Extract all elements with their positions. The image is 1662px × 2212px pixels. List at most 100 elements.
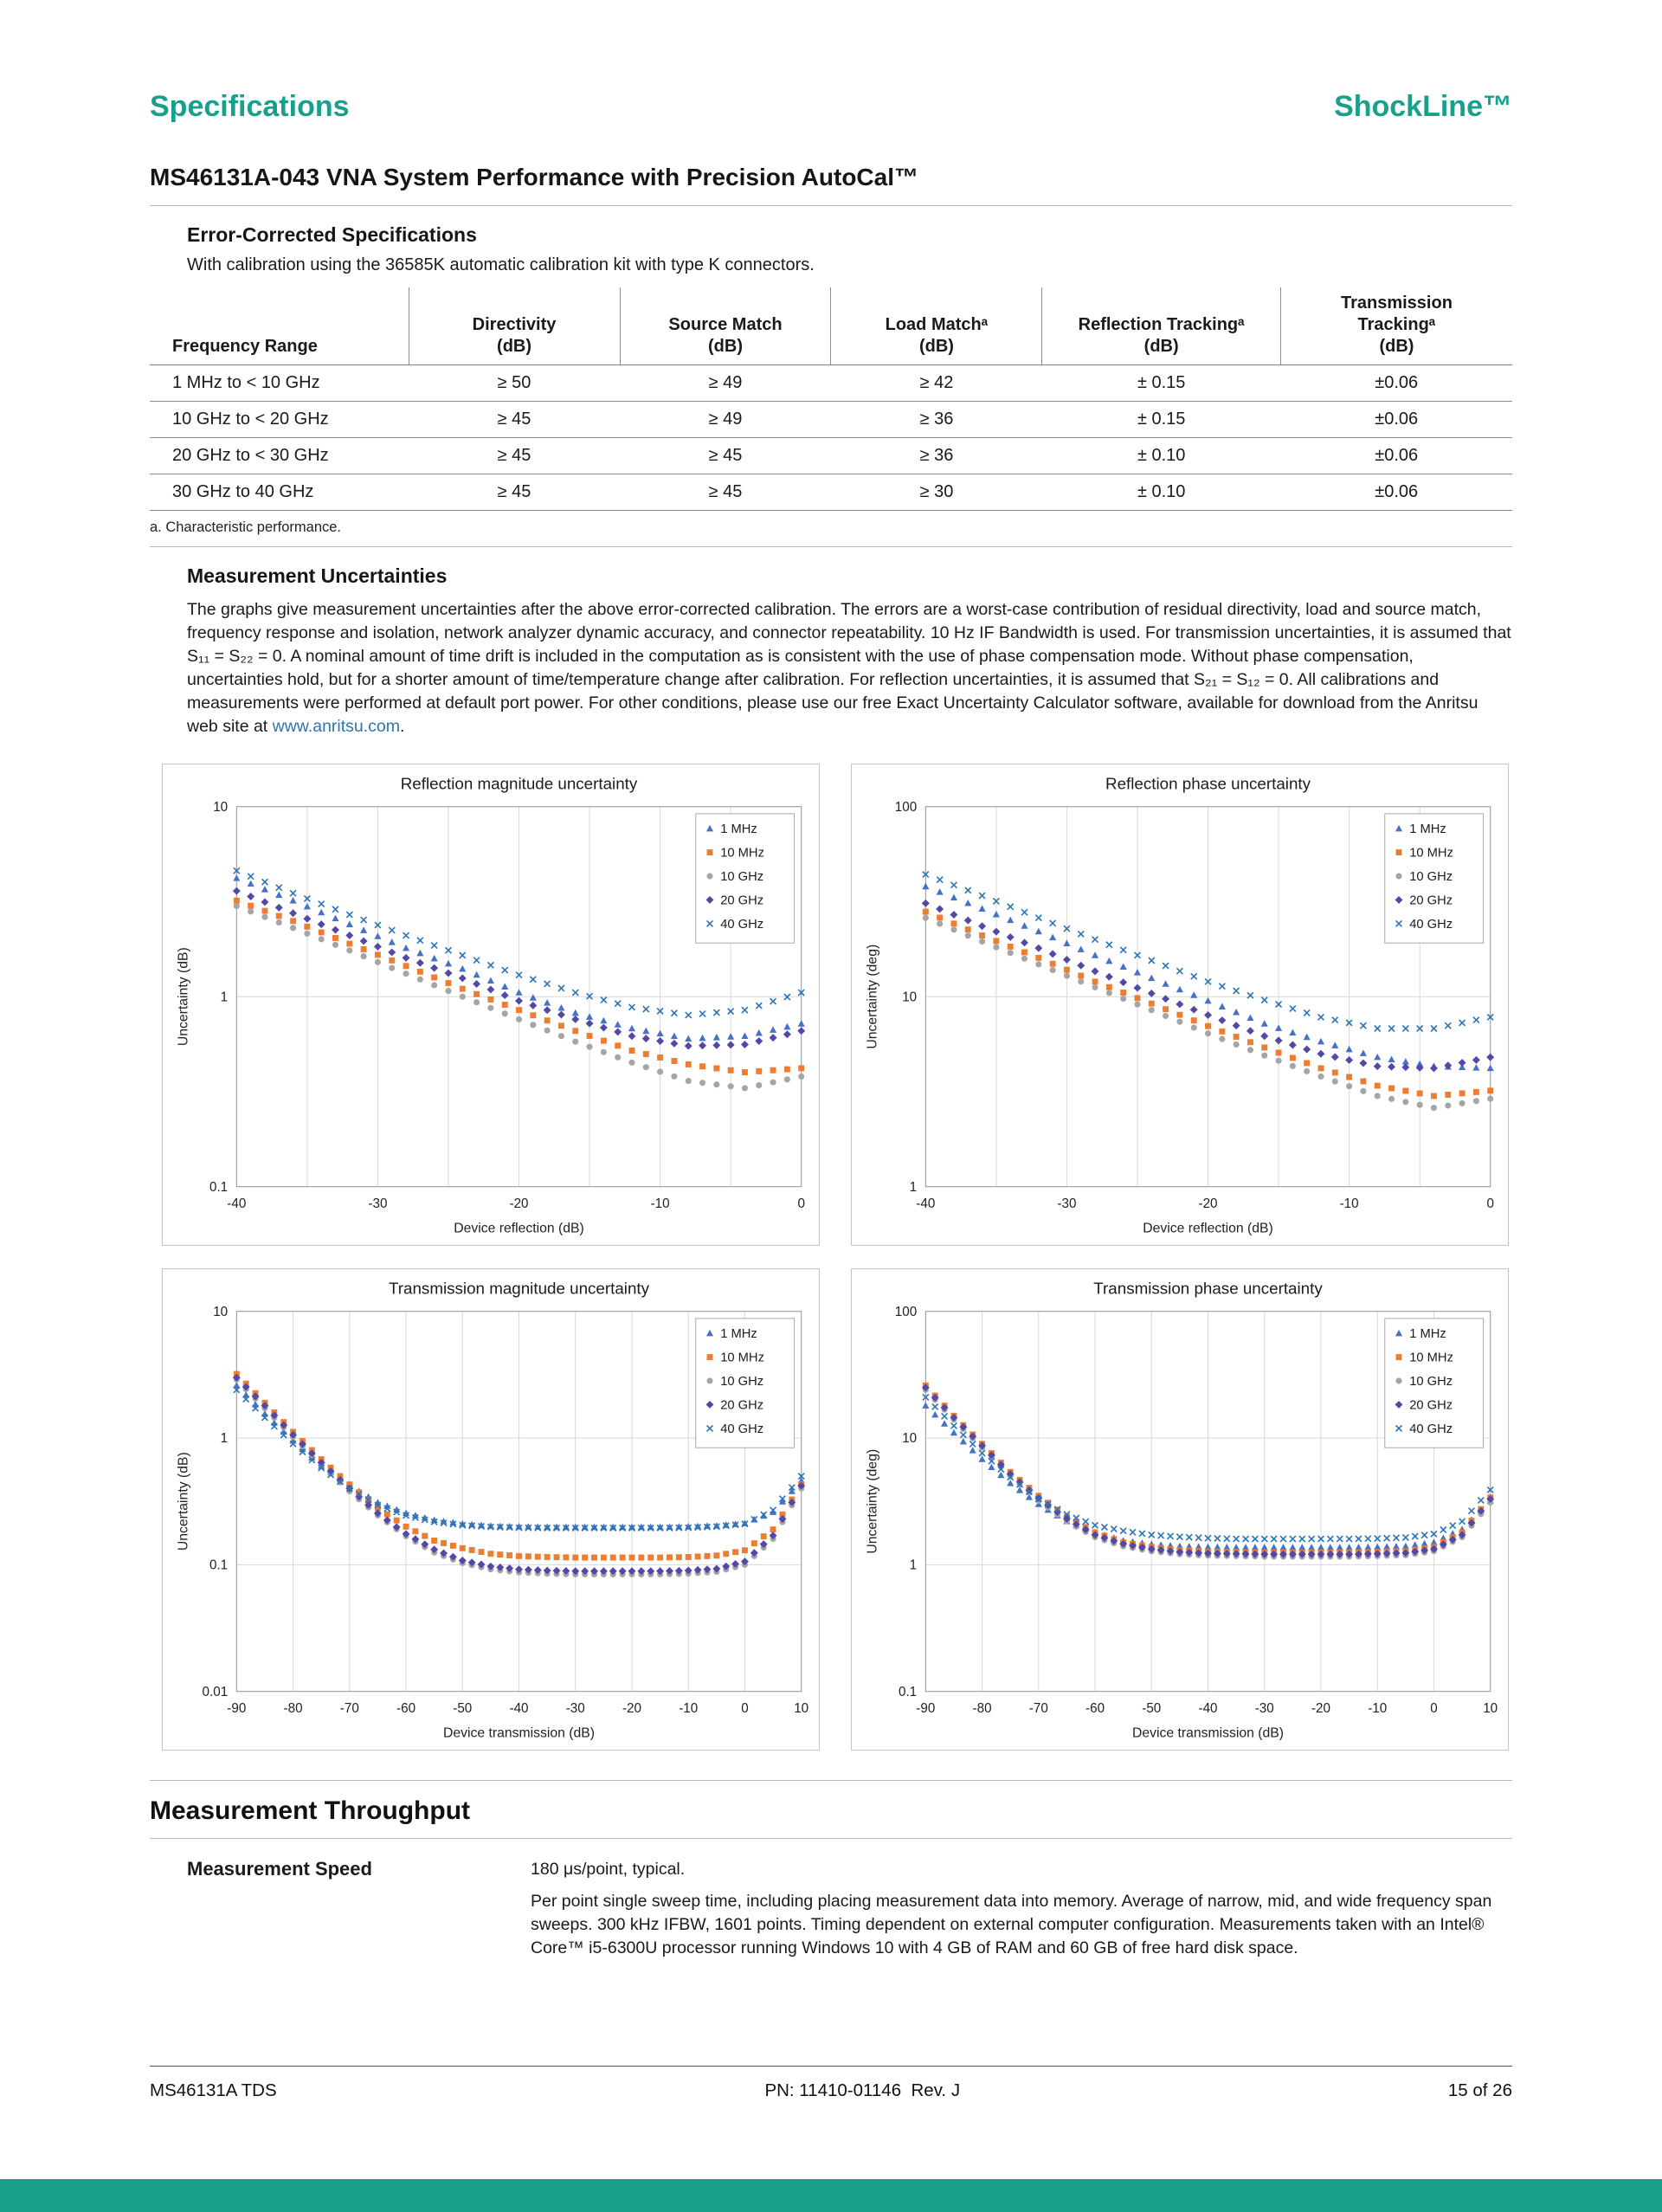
chart-transmission-phase-uncertainty: Transmission phase uncertainty -90 -80 -70 -… <box>851 1268 1509 1751</box>
divider <box>150 1837 1512 1839</box>
table-cell: ≥ 36 <box>830 401 1042 438</box>
svg-text:1: 1 <box>221 1431 228 1446</box>
svg-text:10 GHz: 10 GHz <box>1409 871 1453 885</box>
svg-text:1 MHz: 1 MHz <box>720 823 757 837</box>
svg-text:Uncertainty (dB): Uncertainty (dB) <box>176 948 190 1047</box>
svg-text:0.1: 0.1 <box>899 1685 917 1699</box>
svg-text:20 GHz: 20 GHz <box>720 894 763 908</box>
section-heading-measurement-uncertainties: Measurement Uncertainties <box>187 564 448 587</box>
chart-transmission-magnitude-uncertainty: Transmission magnitude uncertainty -90 -80… <box>162 1268 820 1751</box>
document-header: Specifications ShockLine™ <box>150 0 1512 124</box>
table-cell: 10 GHz to < 20 GHz <box>150 401 409 438</box>
chart-reflection-phase-uncertainty: Reflection phase uncertainty -40 -30 -20 -10… <box>851 764 1509 1247</box>
table-cell: ± 0.10 <box>1041 474 1281 511</box>
svg-text:Uncertainty (deg): Uncertainty (deg) <box>865 945 879 1049</box>
svg-text:0.1: 0.1 <box>209 1180 228 1195</box>
divider <box>150 546 1512 547</box>
svg-text:Transmission magnitude uncerta: Transmission magnitude uncertainty <box>389 1280 650 1298</box>
svg-text:0.01: 0.01 <box>203 1685 229 1699</box>
section-heading-error-corrected: Error-Corrected Specifications <box>187 223 477 246</box>
svg-text:10: 10 <box>1483 1701 1498 1716</box>
table-cell: ≥ 49 <box>620 364 831 402</box>
anritsu-website-link[interactable]: www.anritsu.com <box>272 716 401 736</box>
svg-text:40 GHz: 40 GHz <box>1409 1422 1453 1436</box>
svg-text:0: 0 <box>1430 1701 1437 1716</box>
svg-text:-20: -20 <box>1199 1197 1218 1212</box>
svg-text:0: 0 <box>741 1701 748 1716</box>
svg-text:-40: -40 <box>510 1701 529 1716</box>
svg-text:-50: -50 <box>453 1701 472 1716</box>
svg-text:40 GHz: 40 GHz <box>720 918 763 932</box>
svg-text:-40: -40 <box>227 1197 246 1212</box>
footer-accent-bar <box>0 2179 1662 2212</box>
svg-text:Device reflection (dB): Device reflection (dB) <box>454 1222 584 1236</box>
svg-text:-10: -10 <box>679 1701 698 1716</box>
svg-text:Device transmission (dB): Device transmission (dB) <box>443 1726 595 1741</box>
table-cell: ≥ 30 <box>830 474 1042 511</box>
svg-text:-20: -20 <box>1311 1701 1330 1716</box>
svg-text:10: 10 <box>794 1701 808 1716</box>
svg-text:-10: -10 <box>1340 1197 1359 1212</box>
svg-text:10: 10 <box>213 800 228 815</box>
svg-text:Device transmission (dB): Device transmission (dB) <box>1132 1726 1284 1741</box>
svg-text:-30: -30 <box>1057 1197 1076 1212</box>
svg-text:10 MHz: 10 MHz <box>720 847 764 861</box>
table-cell: ≥ 49 <box>620 401 831 438</box>
chart-reflection-magnitude-uncertainty: Reflection magnitude uncertainty -40 -30 -2… <box>162 764 820 1247</box>
table-cell: 1 MHz to < 10 GHz <box>150 364 409 402</box>
table-cell: 20 GHz to < 30 GHz <box>150 437 409 474</box>
table-cell: ± 0.15 <box>1041 364 1281 402</box>
table-cell: ±0.06 <box>1280 474 1512 511</box>
svg-text:-90: -90 <box>916 1701 935 1716</box>
column-header-directivity: Directivity (dB) <box>408 287 621 365</box>
svg-text:10 MHz: 10 MHz <box>1409 1351 1453 1365</box>
paragraph-text: The graphs give measurement uncertaintie… <box>187 600 1511 736</box>
svg-text:-60: -60 <box>1085 1701 1105 1716</box>
table-row: 1 MHz to < 10 GHz ≥ 50 ≥ 49 ≥ 42 ± 0.15 … <box>150 364 1512 402</box>
svg-text:-80: -80 <box>973 1701 992 1716</box>
svg-text:-10: -10 <box>651 1197 670 1212</box>
column-header-load-match: Load Matchᵃ (dB) <box>830 287 1042 365</box>
table-row: 20 GHz to < 30 GHz ≥ 45 ≥ 45 ≥ 36 ± 0.10… <box>150 437 1512 474</box>
table-cell: ≥ 42 <box>830 364 1042 402</box>
svg-text:-90: -90 <box>227 1701 246 1716</box>
chart-svg: Transmission magnitude uncertainty -90 -80… <box>176 1280 808 1741</box>
measurement-speed-note: Per point single sweep time, including p… <box>531 1891 1492 1957</box>
table-row: 10 GHz to < 20 GHz ≥ 45 ≥ 49 ≥ 36 ± 0.15… <box>150 401 1512 438</box>
svg-text:Transmission phase uncertainty: Transmission phase uncertainty <box>1093 1280 1323 1298</box>
svg-text:-30: -30 <box>566 1701 585 1716</box>
error-corrected-table: Frequency Range Directivity (dB) Source … <box>150 287 1512 511</box>
svg-text:10: 10 <box>213 1305 228 1319</box>
svg-text:0: 0 <box>797 1197 804 1212</box>
svg-text:-70: -70 <box>340 1701 359 1716</box>
svg-text:40 GHz: 40 GHz <box>720 1422 763 1436</box>
table-cell: ± 0.15 <box>1041 401 1281 438</box>
table-cell: ≥ 50 <box>409 364 621 402</box>
measurement-speed-value: 180 μs/point, typical. <box>531 1859 686 1879</box>
footer-doc-name: MS46131A TDS <box>150 2080 277 2100</box>
svg-text:10 GHz: 10 GHz <box>1409 1375 1453 1389</box>
column-header-transmission-tracking: Transmission Trackingᵃ (dB) <box>1279 287 1512 365</box>
chart-svg: Reflection magnitude uncertainty -40 -30 -2… <box>176 775 806 1236</box>
measurement-uncertainties-paragraph: The graphs give measurement uncertaintie… <box>187 598 1512 738</box>
column-header-frequency-range: Frequency Range <box>150 287 409 365</box>
svg-text:40 GHz: 40 GHz <box>1409 918 1453 932</box>
uncertainty-charts-grid: Reflection magnitude uncertainty -40 -30 -2… <box>162 764 1509 1751</box>
measurement-speed-label: Measurement Speed <box>187 1857 372 1880</box>
paragraph-text: . <box>400 716 405 736</box>
chart-svg: Reflection phase uncertainty -40 -30 -20 -10… <box>865 775 1495 1236</box>
table-cell: ≥ 36 <box>830 437 1042 474</box>
svg-text:20 GHz: 20 GHz <box>1409 1399 1453 1413</box>
svg-text:10 GHz: 10 GHz <box>720 871 763 885</box>
section-heading-measurement-throughput: Measurement Throughput <box>150 1796 471 1825</box>
column-header-reflection-tracking: Reflection Trackingᵃ (dB) <box>1041 287 1281 365</box>
svg-text:100: 100 <box>895 1305 917 1319</box>
svg-text:1 MHz: 1 MHz <box>720 1327 757 1341</box>
header-brand-label: ShockLine™ <box>1334 90 1512 123</box>
table-row: 30 GHz to 40 GHz ≥ 45 ≥ 45 ≥ 30 ± 0.10 ±… <box>150 474 1512 511</box>
svg-text:-70: -70 <box>1029 1701 1048 1716</box>
table-cell: ≥ 45 <box>409 401 621 438</box>
svg-text:-30: -30 <box>1255 1701 1274 1716</box>
table-cell: ≥ 45 <box>620 437 831 474</box>
svg-text:1 MHz: 1 MHz <box>1409 1327 1446 1341</box>
